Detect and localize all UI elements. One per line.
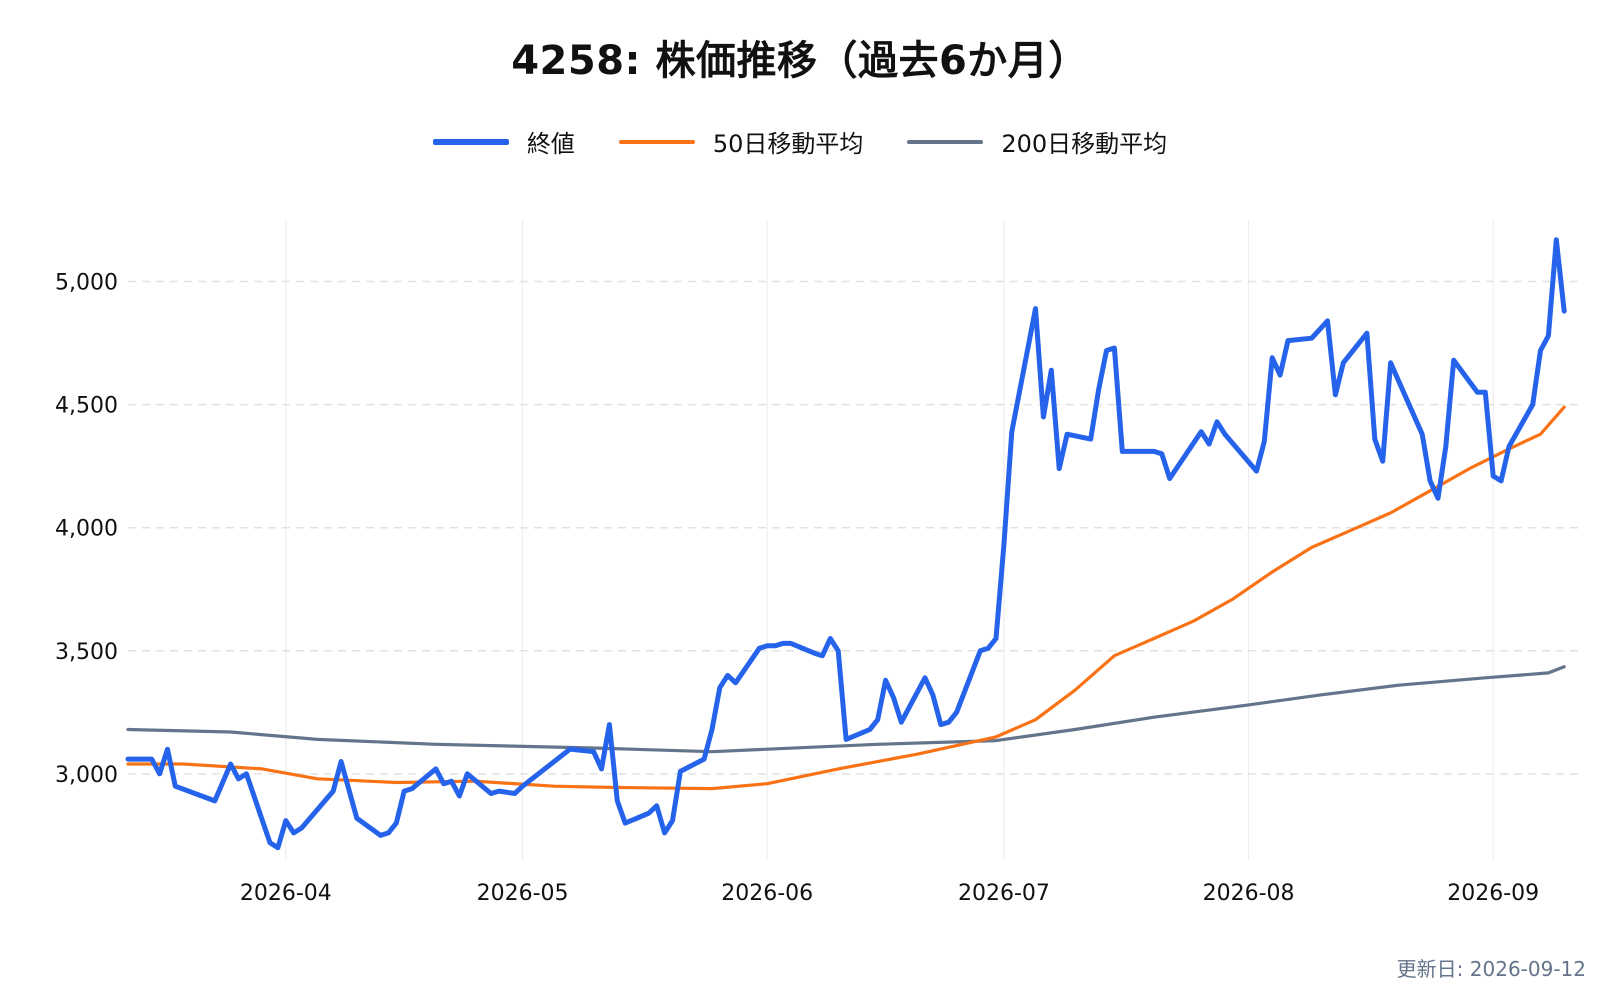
legend-swatch-ma50: [618, 139, 695, 144]
legend-label-close: 終値: [526, 130, 575, 158]
close-price-line: [125, 237, 1567, 851]
legend-label-ma200: 200日移動平均: [1001, 130, 1168, 158]
updated-date-label: 更新日: 2026-09-12: [1396, 957, 1586, 981]
legend-item-close[interactable]: 終値: [432, 124, 575, 159]
x-tick-label: 2026-09: [1447, 881, 1539, 906]
legend-item-ma50[interactable]: 50日移動平均: [618, 124, 864, 159]
x-tick-label: 2026-07: [958, 881, 1050, 906]
y-tick-label: 5,000: [55, 271, 118, 296]
legend-item-ma200[interactable]: 200日移動平均: [907, 124, 1167, 159]
chart-title: 4258: 株価推移（過去6か月）: [511, 38, 1089, 84]
legend-swatch-close: [432, 138, 509, 145]
ma200-line: [126, 665, 1566, 754]
x-tick-label: 2026-05: [477, 881, 569, 906]
y-tick-label: 3,500: [55, 640, 118, 665]
y-tick-label: 4,500: [55, 394, 118, 419]
y-tick-label: 3,000: [55, 763, 118, 788]
ma50-line: [126, 405, 1566, 791]
x-tick-label: 2026-08: [1203, 881, 1295, 906]
x-tick-label: 2026-06: [721, 881, 813, 906]
x-tick-label: 2026-04: [240, 881, 332, 906]
legend: 終値 50日移動平均 200日移動平均: [0, 124, 1600, 159]
legend-swatch-ma200: [907, 139, 984, 144]
y-tick-label: 4,000: [55, 517, 118, 542]
legend-label-ma50: 50日移動平均: [712, 130, 864, 158]
